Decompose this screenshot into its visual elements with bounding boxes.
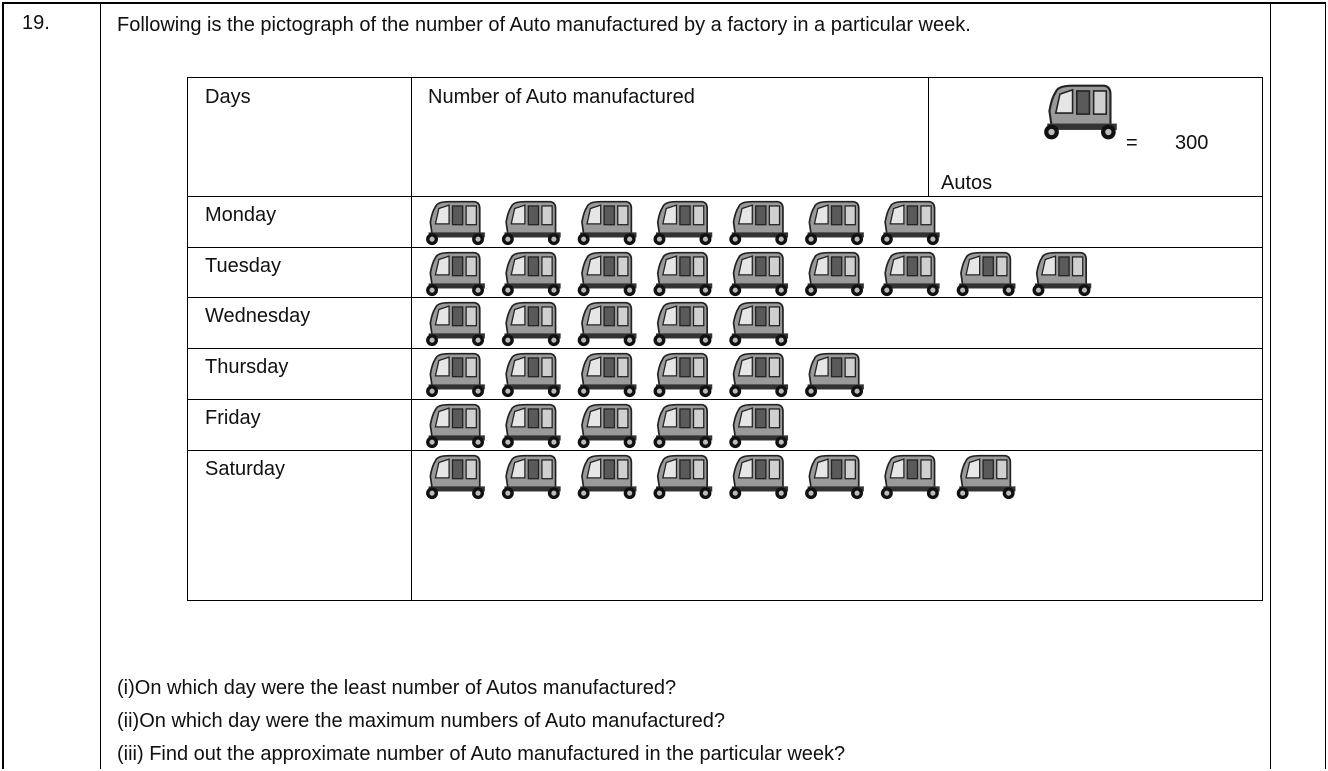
auto-icon [426, 354, 485, 397]
auto-icon [578, 405, 637, 448]
auto-icon [426, 252, 485, 295]
auto-icon [578, 455, 637, 498]
row-line [188, 196, 1262, 197]
row-line [188, 247, 1262, 248]
auto-icon [729, 405, 788, 448]
frame-divider [1270, 2, 1271, 769]
auto-icon [729, 455, 788, 498]
auto-icon [653, 405, 712, 448]
day: Thursday [205, 356, 288, 379]
row-line [188, 297, 1262, 298]
auto-icon [729, 303, 788, 346]
icon-row [418, 301, 797, 347]
icon-row [418, 200, 949, 246]
auto-icon [881, 252, 940, 295]
day: Friday [205, 407, 261, 430]
question-text: Following is the pictograph of the numbe… [117, 12, 1247, 38]
auto-icon [729, 354, 788, 397]
auto-icon [653, 202, 712, 245]
column-line [411, 78, 412, 600]
frame-right [1325, 2, 1326, 769]
question: (i)On which day were the least number of… [117, 672, 845, 705]
auto-icon [426, 303, 485, 346]
auto-icon [805, 455, 864, 498]
auto-icon [1032, 252, 1091, 295]
auto-icon [426, 455, 485, 498]
question: (iii) Find out the approximate number of… [117, 738, 845, 771]
auto-icon [578, 202, 637, 245]
page: 19. Following is the pictograph of the n… [0, 0, 1328, 769]
frame-left [2, 2, 4, 769]
icon-row [418, 251, 1100, 297]
key-unit: Autos [941, 172, 992, 195]
icon-row [418, 352, 873, 398]
auto-icon [502, 252, 561, 295]
auto-icon [957, 252, 1016, 295]
auto-icon [881, 202, 940, 245]
auto-icon [578, 303, 637, 346]
row-line [188, 450, 1262, 451]
auto-icon [502, 202, 561, 245]
day: Wednesday [205, 305, 310, 328]
auto-icon [578, 252, 637, 295]
auto-icon [578, 354, 637, 397]
auto-icon [653, 354, 712, 397]
day: Tuesday [205, 255, 281, 278]
auto-icon [502, 303, 561, 346]
auto-icon [729, 252, 788, 295]
questions: (i)On which day were the least number of… [117, 672, 845, 771]
auto-icon [653, 455, 712, 498]
auto-icon [653, 303, 712, 346]
auto-icon [502, 455, 561, 498]
pictograph-table: Days Number of Auto manufactured = 300 A… [187, 77, 1263, 601]
auto-icon [426, 405, 485, 448]
auto-icon [805, 202, 864, 245]
question-number: 19. [22, 12, 50, 35]
frame-top [2, 2, 1326, 4]
auto-icon [957, 455, 1016, 498]
auto-icon [502, 354, 561, 397]
column-line [928, 78, 929, 196]
question: (ii)On which day were the maximum number… [117, 705, 845, 738]
icon-row [418, 454, 1024, 500]
icon-row [418, 403, 797, 449]
row-line [188, 348, 1262, 349]
auto-icon [653, 252, 712, 295]
auto-icon [729, 202, 788, 245]
key-value: 300 [1175, 132, 1208, 155]
row-line [188, 399, 1262, 400]
header: Days [205, 86, 251, 109]
frame-divider [100, 2, 101, 769]
day: Saturday [205, 458, 285, 481]
header: Number of Auto manufactured [428, 86, 695, 109]
auto-icon [805, 354, 864, 397]
key-symbol: = [1126, 132, 1138, 155]
key-icon [1041, 83, 1121, 141]
auto-icon [881, 455, 940, 498]
auto-icon [502, 405, 561, 448]
day: Monday [205, 204, 276, 227]
auto-icon [426, 202, 485, 245]
auto-icon [805, 252, 864, 295]
